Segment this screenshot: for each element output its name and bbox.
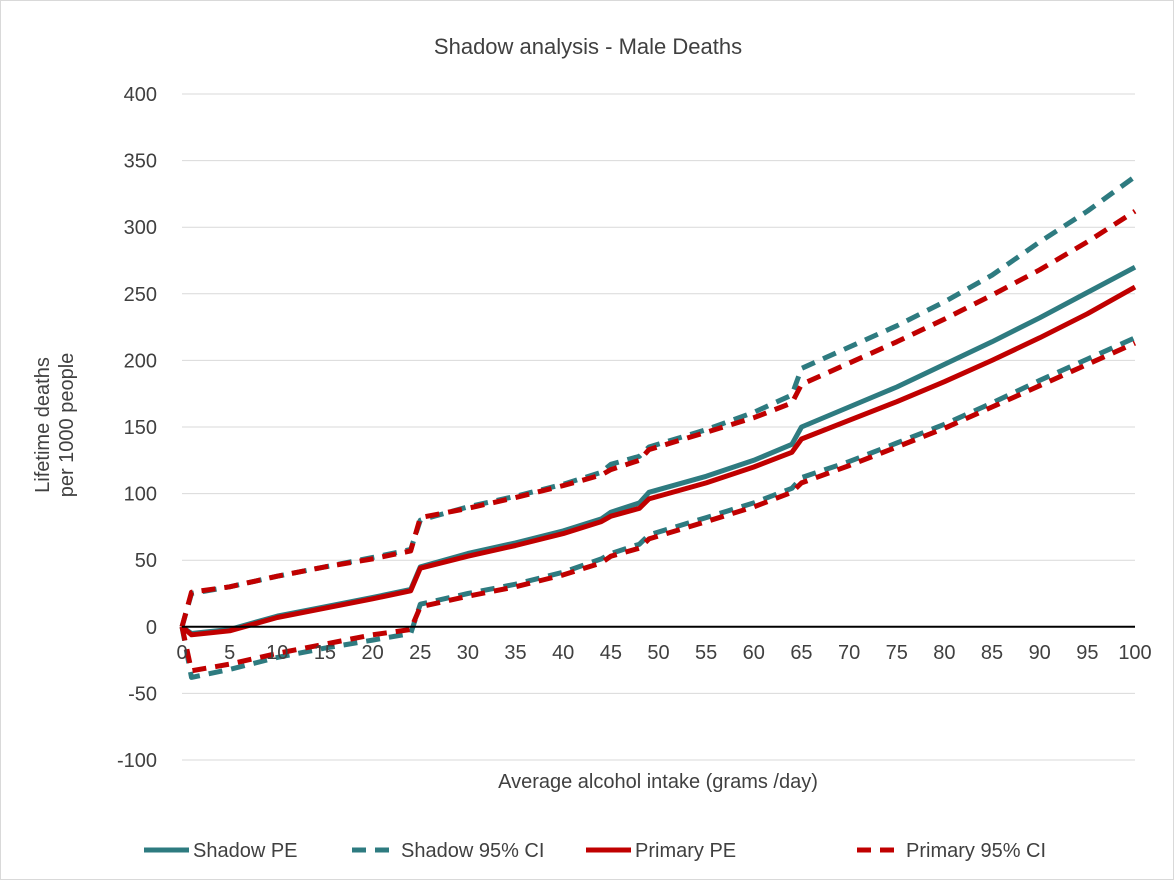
x-tick-label: 70 [838,642,860,664]
y-axis-label-line-2: per 1000 people [56,353,78,498]
x-axis-ticks: 0 5 10 15 20 25 30 35 40 45 50 55 60 65 70 75 80 85 90 95 10… [176,642,1151,664]
x-tick-label: 25 [409,642,431,664]
x-tick-label: 95 [1076,642,1098,664]
x-tick-label: 20 [361,642,383,664]
series-line-shadow-pe-0 [180,264,1137,636]
series-line-primary-95-ci-5 [179,209,1137,628]
series-line-primary-pe-3 [180,284,1137,638]
legend-label: Primary PE [635,840,736,862]
x-tick-label: 100 [1118,642,1151,664]
x-tick-label: 55 [695,642,717,664]
x-axis-label: Average alcohol intake (grams /day) [498,771,818,793]
x-tick-label: 5 [224,642,235,664]
series-line-shadow-95-ci-2 [179,174,1137,628]
y-tick-label: 250 [124,284,157,306]
x-tick-label: 80 [933,642,955,664]
x-tick-label: 45 [600,642,622,664]
x-tick-label: 0 [176,642,187,664]
x-tick-label: 65 [790,642,812,664]
y-axis-label: Lifetime deaths per 1000 people [32,353,78,498]
x-tick-label: 90 [1029,642,1051,664]
x-tick-label: 40 [552,642,574,664]
x-tick-label: 60 [743,642,765,664]
y-axis-label-line-1: Lifetime deaths [32,357,54,493]
y-tick-label: 400 [124,84,157,106]
y-tick-label: 0 [146,617,157,639]
x-tick-label: 75 [886,642,908,664]
series-line-shadow-95-ci-1 [179,335,1137,680]
legend-label: Primary 95% CI [906,840,1046,862]
y-tick-label: 150 [124,417,157,439]
y-axis-ticks: 400 350 300 250 200 150 100 50 0 -50 -100 [117,84,157,772]
x-tick-label: 10 [266,642,288,664]
legend-label: Shadow 95% CI [401,840,544,862]
chart-title: Shadow analysis - Male Deaths [434,34,742,59]
y-tick-label: -50 [128,683,157,705]
y-tick-label: 200 [124,350,157,372]
y-tick-label: -100 [117,750,157,772]
y-tick-label: 350 [124,151,157,173]
series-line-primary-95-ci-4 [179,340,1137,674]
x-tick-label: 35 [504,642,526,664]
y-tick-label: 50 [135,550,157,572]
y-tick-label: 100 [124,484,157,506]
x-tick-label: 85 [981,642,1003,664]
x-tick-label: 30 [457,642,479,664]
gridlines [182,93,1135,761]
x-tick-label: 50 [647,642,669,664]
legend-label: Shadow PE [193,840,298,862]
x-tick-label: 15 [314,642,336,664]
series-lines [179,174,1137,680]
y-tick-label: 300 [124,217,157,239]
legend: Shadow PE Shadow 95% CI Primary PE Primary … [144,840,1046,862]
